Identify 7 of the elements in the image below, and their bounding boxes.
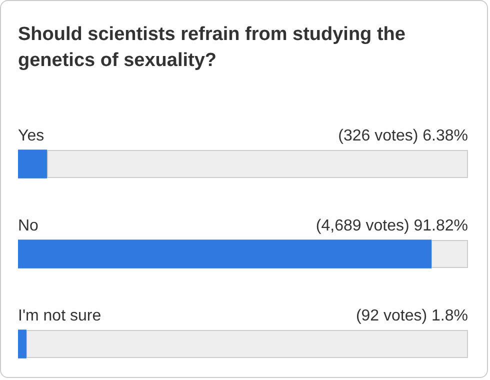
data-label: (92 votes) 1.8%: [356, 307, 468, 324]
data-label: (4,689 votes) 91.82%: [316, 217, 468, 234]
y-tick-label: No: [18, 217, 39, 234]
y-tick-label: Yes: [18, 127, 44, 144]
data-label: (326 votes) 6.38%: [338, 127, 468, 144]
chart-title: Should scientists refrain from studying the genetics of sexuality?: [18, 23, 406, 73]
y-tick-label: I'm not sure: [18, 307, 102, 324]
